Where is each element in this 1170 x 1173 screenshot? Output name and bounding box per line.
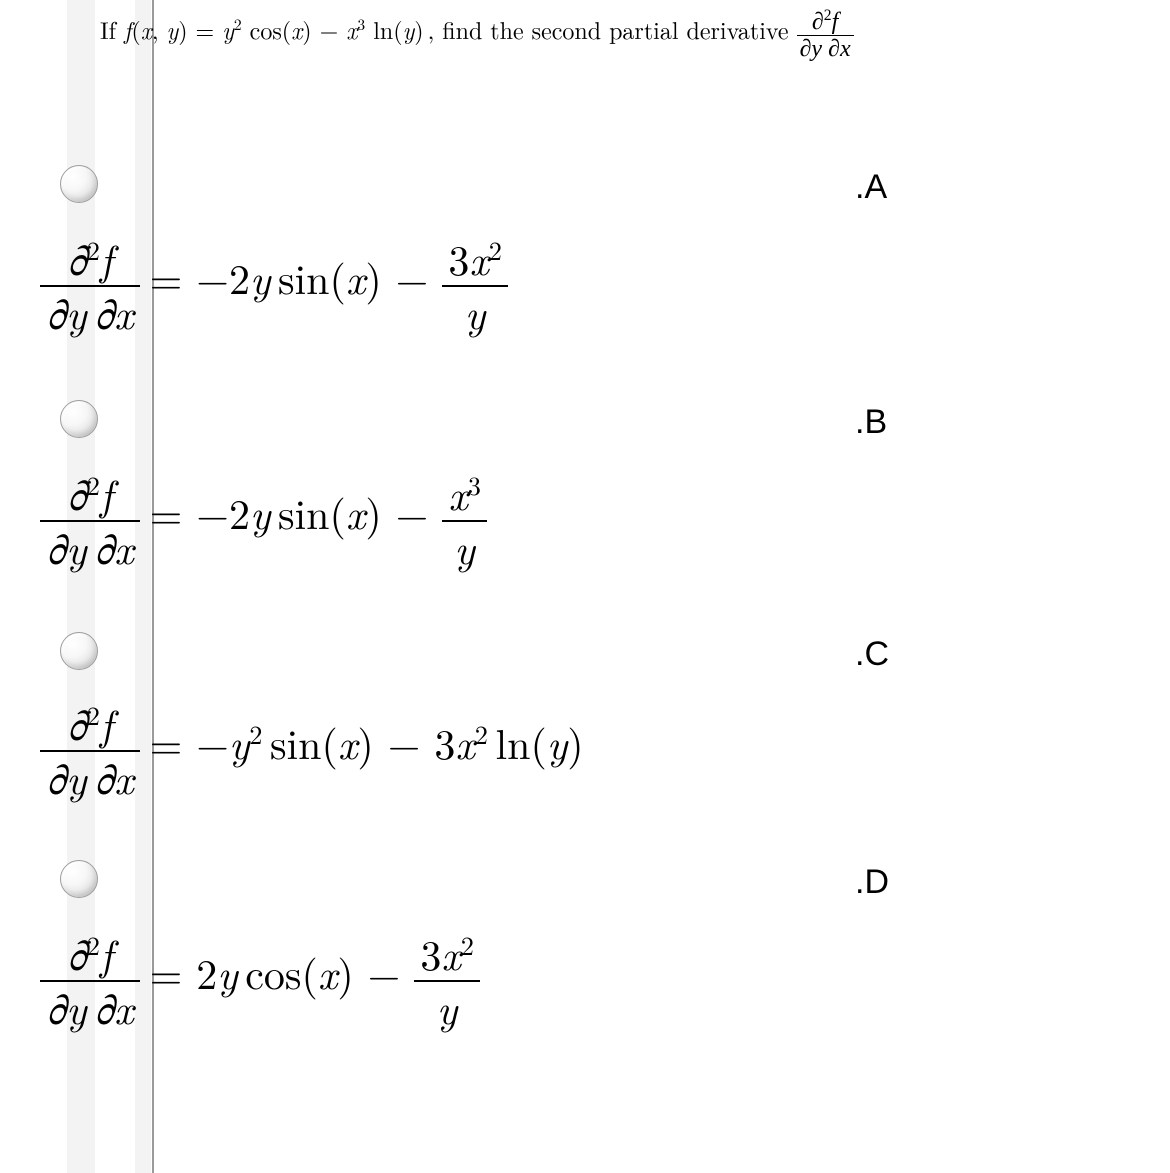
prompt-middle: , find the second partial derivative [428, 12, 797, 46]
option-equation-b: ∂2f∂y∂x= −2ysin(x) − x3y [40, 470, 487, 569]
option-radio-d[interactable] [60, 860, 98, 898]
eq-lhs-den: ∂y∂x [40, 982, 140, 1029]
eq-lhs-den: ∂y∂x [40, 287, 140, 334]
eq-lhs-den: ∂y∂x [40, 522, 140, 569]
option-equation-c: ∂2f∂y∂x= −y2sin(x) − 3x2ln(y) [40, 700, 584, 799]
eq-lhs-num: ∂2f [40, 235, 140, 287]
eq-lhs-fraction: ∂2f∂y∂x [40, 235, 140, 334]
option-label-b: .B [855, 403, 887, 442]
eq-lhs-num: ∂2f [40, 700, 140, 752]
eq-lhs-num: ∂2f [40, 930, 140, 982]
prompt-frac-bottom: ∂y ∂x [797, 36, 854, 61]
eq-lhs-fraction: ∂2f∂y∂x [40, 700, 140, 799]
option-label-c: .C [855, 635, 889, 674]
prompt-frac-top: ∂2f [797, 10, 854, 36]
prompt-prefix: If [100, 12, 124, 46]
option-radio-c[interactable] [60, 632, 98, 670]
question-prompt: If f(x, y) = y2 cos(x) − x3 ln(y) , find… [100, 10, 1080, 61]
eq-rhs: = 2ycos(x) − 3x2y [150, 943, 480, 1002]
prompt-fraction: ∂2f ∂y ∂x [797, 10, 854, 61]
eq-rhs: = −2ysin(x) − 3x2y [150, 248, 508, 307]
prompt-func: f(x, y) = y2 cos(x) − x3 ln(y) [124, 12, 424, 46]
eq-lhs-den: ∂y∂x [40, 752, 140, 799]
option-radio-b[interactable] [60, 400, 98, 438]
eq-lhs-fraction: ∂2f∂y∂x [40, 930, 140, 1029]
option-label-d: .D [855, 863, 889, 902]
option-radio-a[interactable] [60, 165, 98, 203]
eq-rhs: = −2ysin(x) − x3y [150, 483, 487, 542]
eq-lhs-num: ∂2f [40, 470, 140, 522]
option-equation-a: ∂2f∂y∂x= −2ysin(x) − 3x2y [40, 235, 508, 334]
eq-rhs: = −y2sin(x) − 3x2ln(y) [150, 713, 584, 772]
option-label-a: .A [855, 168, 887, 207]
option-equation-d: ∂2f∂y∂x= 2ycos(x) − 3x2y [40, 930, 480, 1029]
eq-lhs-fraction: ∂2f∂y∂x [40, 470, 140, 569]
